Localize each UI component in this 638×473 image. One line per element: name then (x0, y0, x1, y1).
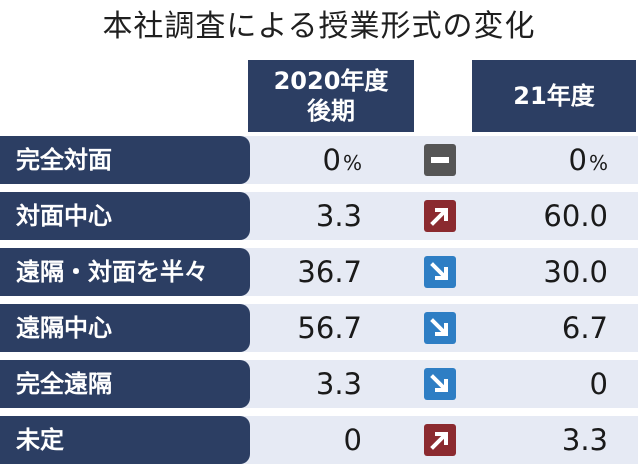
column-header-2020-line2: 後期 (307, 97, 355, 125)
value-2020: 3.3 (315, 199, 362, 233)
column-header-2020: 2020年度 後期 (248, 60, 414, 132)
unit-label: % (588, 151, 608, 175)
arrow-up-right-icon (424, 200, 456, 232)
unit-label: % (342, 151, 362, 175)
row-label: 完全対面 (0, 136, 250, 184)
row-label: 未定 (0, 416, 250, 464)
value-2020: 36.7 (297, 255, 362, 289)
value-2020: 0% (322, 143, 362, 177)
table-row: 対面中心 3.3 60.0 (0, 192, 638, 240)
value-21: 0 (589, 367, 608, 401)
row-label: 遠隔・対面を半々 (0, 248, 250, 296)
arrow-down-right-icon (424, 312, 456, 344)
value-21: 0% (568, 143, 608, 177)
row-label: 対面中心 (0, 192, 250, 240)
value-21: 6.7 (561, 311, 608, 345)
table-row: 遠隔中心 56.7 6.7 (0, 304, 638, 352)
value-21: 30.0 (543, 255, 608, 289)
minus-icon (424, 144, 456, 176)
chart-title: 本社調査による授業形式の変化 (102, 9, 536, 44)
value-21: 60.0 (543, 199, 608, 233)
value-2020: 0 (343, 423, 362, 457)
row-label: 完全遠隔 (0, 360, 250, 408)
column-header-2020-line1: 2020年度 (273, 67, 389, 95)
table-row: 未定 0 3.3 (0, 416, 638, 464)
arrow-down-right-icon (424, 368, 456, 400)
table-row: 完全遠隔 3.3 0 (0, 360, 638, 408)
arrow-up-right-icon (424, 424, 456, 456)
column-header-21-label: 21年度 (513, 82, 595, 110)
value-2020: 3.3 (315, 367, 362, 401)
row-label: 遠隔中心 (0, 304, 250, 352)
table-row: 完全対面 0% 0% (0, 136, 638, 184)
column-header-21: 21年度 (472, 60, 636, 132)
arrow-down-right-icon (424, 256, 456, 288)
value-21: 3.3 (561, 423, 608, 457)
value-2020: 56.7 (297, 311, 362, 345)
table-row: 遠隔・対面を半々 36.7 30.0 (0, 248, 638, 296)
